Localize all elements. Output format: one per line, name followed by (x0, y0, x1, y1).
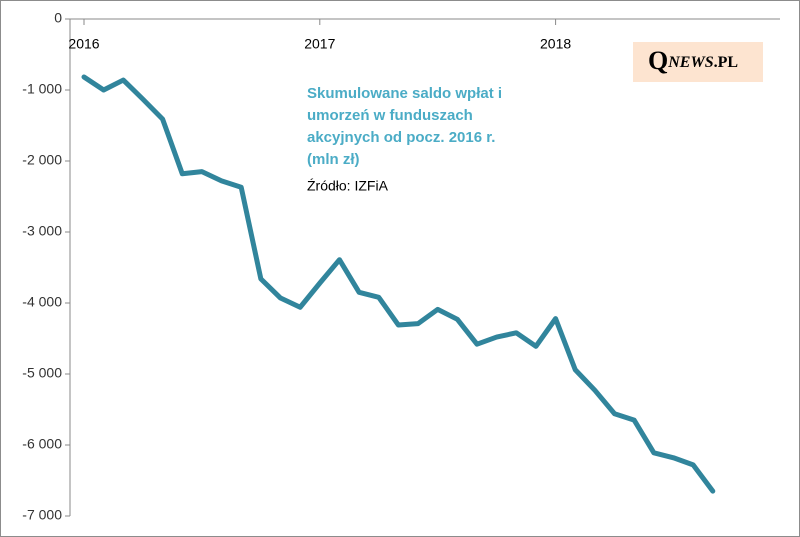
y-tick-label: -6 000 (22, 436, 62, 452)
x-tick-label: 2017 (304, 36, 335, 52)
title-line: akcyjnych od pocz. 2016 r. (307, 129, 495, 146)
logo-pl: .PL (714, 54, 738, 71)
logo: QNEWS.PL (648, 46, 738, 75)
y-tick-label: -2 000 (22, 152, 62, 168)
y-tick-label: -7 000 (22, 507, 62, 523)
y-tick-label: -5 000 (22, 365, 62, 381)
title-line: Skumulowane saldo wpłat i (307, 85, 502, 102)
logo-q: Q (648, 46, 668, 75)
logo-box (633, 42, 763, 82)
y-tick-label: 0 (54, 10, 62, 26)
title-line: (mln zł) (307, 151, 360, 168)
x-tick-label: 2018 (540, 36, 571, 52)
title-line: umorzeń w funduszach (307, 107, 473, 124)
title: Skumulowane saldo wpłat i umorzeń w fundu… (307, 85, 502, 168)
y-tick-label: -1 000 (22, 81, 62, 97)
y-tick-label: -4 000 (22, 294, 62, 310)
data-line (81, 74, 716, 494)
logo-news: NEWS (667, 54, 713, 71)
y-tick-label: -3 000 (22, 223, 62, 239)
source: Źródło: IZFiA (307, 178, 389, 194)
x-tick-label: 2016 (68, 36, 99, 52)
